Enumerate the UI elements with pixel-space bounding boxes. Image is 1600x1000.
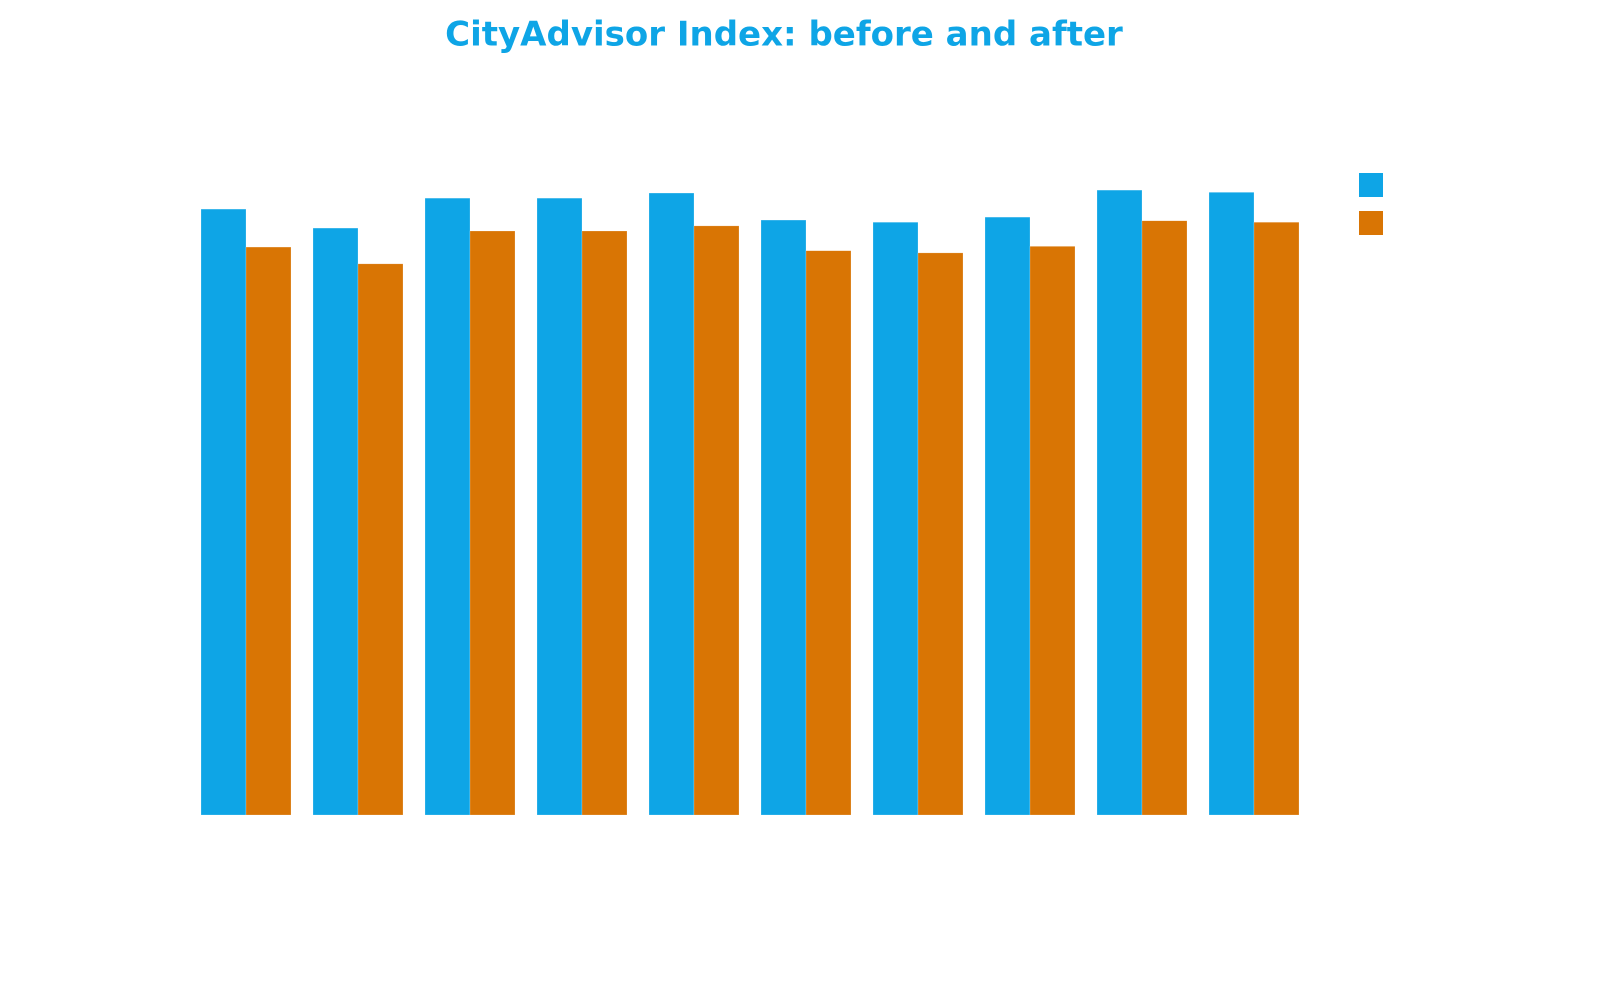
bar <box>200 208 247 816</box>
bar <box>1029 246 1076 816</box>
bar <box>648 192 695 816</box>
bar <box>536 197 583 816</box>
bar <box>805 250 852 816</box>
chart-title: CityAdvisor Index: before and after <box>445 15 1123 55</box>
bar <box>1141 220 1188 816</box>
bar <box>1208 192 1255 816</box>
bar <box>693 225 740 816</box>
bar <box>245 246 292 816</box>
bar <box>872 221 919 816</box>
bar <box>1096 189 1143 816</box>
legend-swatch <box>1359 211 1383 235</box>
bar <box>357 263 404 816</box>
bar <box>424 197 471 816</box>
bar <box>760 219 807 816</box>
legend-swatch <box>1359 173 1383 197</box>
bar <box>984 216 1031 816</box>
bar <box>917 252 964 816</box>
bar <box>312 227 359 816</box>
bar <box>469 230 516 816</box>
bar <box>1253 221 1300 816</box>
bar <box>581 230 628 816</box>
